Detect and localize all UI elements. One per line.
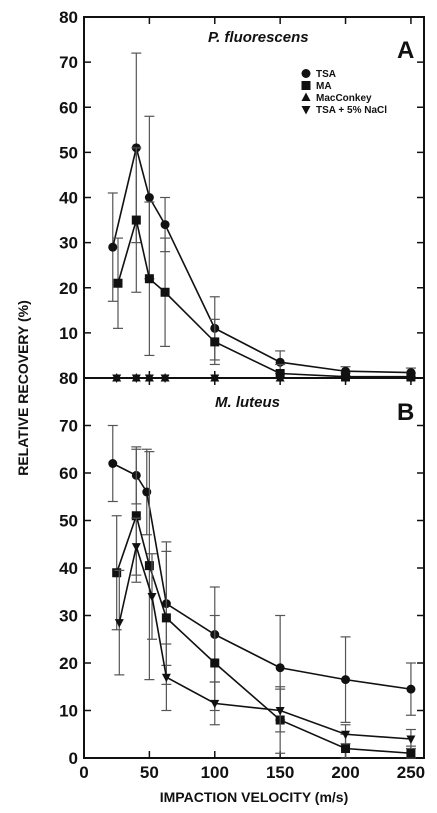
series-ma [113,147,416,382]
data-point [275,707,285,716]
y-tick-label: 20 [59,654,78,673]
legend-label: TSA [316,69,336,80]
series-line [112,462,412,690]
data-point [131,215,141,225]
panel-b-title: M. luteus [215,394,280,411]
data-point [108,242,118,252]
panel-a-frame [83,16,425,379]
legend-marker [301,106,311,115]
legend-marker [301,81,311,90]
y-tick-label: 0 [69,749,78,768]
y-tick-label: 10 [59,702,78,721]
y-tick-label: 70 [59,53,78,72]
panel-a-series [107,52,416,383]
y-tick-label: 80 [59,369,78,388]
legend-marker [301,69,311,78]
data-point [406,684,416,694]
x-tick-label: 200 [331,763,359,782]
y-tick-label: 70 [59,417,78,436]
y-tick-label: 60 [59,464,78,483]
data-point [112,568,122,578]
data-point [275,663,285,673]
data-point [144,274,154,284]
y-tick-label: 80 [59,8,78,27]
x-axis-label: IMPACTION VELOCITY (m/s) [160,789,349,805]
y-tick-label: 50 [59,512,78,531]
y-tick-label: 20 [59,279,78,298]
x-tick-label: 250 [397,763,425,782]
data-point [131,511,141,521]
y-axis-label: RELATIVE RECOVERY (%) [15,300,31,476]
x-tick-label: 0 [79,763,88,782]
legend-marker [301,92,311,101]
panel-a-title: P. fluorescens [208,29,309,46]
series-line [118,543,411,740]
series-line [115,512,411,755]
y-tick-label: 0 [69,369,78,388]
x-tick-label: 50 [140,763,159,782]
panel-b-letter: B [397,399,414,426]
panel-a-letter: A [397,37,414,64]
data-point [406,735,416,744]
series-line [111,147,411,374]
legend-label: MacConkey [316,93,372,104]
y-tick-label: 40 [59,559,78,578]
y-tick-label: 30 [59,607,78,626]
panel-b-frame [83,377,425,759]
series-ma [111,448,416,759]
data-point [160,287,170,297]
data-point [161,673,171,683]
legend-label: TSA + 5% NaCl [316,105,387,116]
data-point [144,561,154,571]
x-tick-label: 150 [266,763,294,782]
data-point [161,613,171,623]
panel-a: 0 10 20 30 40 50 60 70 80 P. fluorescens A TSAMA… [59,8,425,388]
y-tick-label: 10 [59,324,78,343]
legend-label: MA [316,81,332,92]
y-tick-label: 30 [59,234,78,253]
data-point [114,619,124,628]
data-point [210,699,220,709]
series-tsa-5-nacl [114,517,416,750]
panel-a-axes: 0 10 20 30 40 50 60 70 80 [59,8,424,388]
data-point [406,748,416,758]
y-tick-label: 40 [59,189,78,208]
series-tsa [107,424,416,723]
data-point [341,744,351,753]
y-tick-label: 60 [59,98,78,117]
data-point [210,658,220,668]
data-point [147,593,157,602]
data-point [113,278,123,288]
panel-b-series [107,424,416,759]
data-point [341,675,351,685]
data-point [210,337,220,347]
data-point [144,193,154,202]
data-point [341,730,351,740]
series-line [117,219,411,378]
data-point [108,459,118,468]
data-point [131,543,141,552]
data-point [160,220,170,230]
x-tick-label: 100 [201,763,229,782]
y-tick-label: 50 [59,143,78,162]
